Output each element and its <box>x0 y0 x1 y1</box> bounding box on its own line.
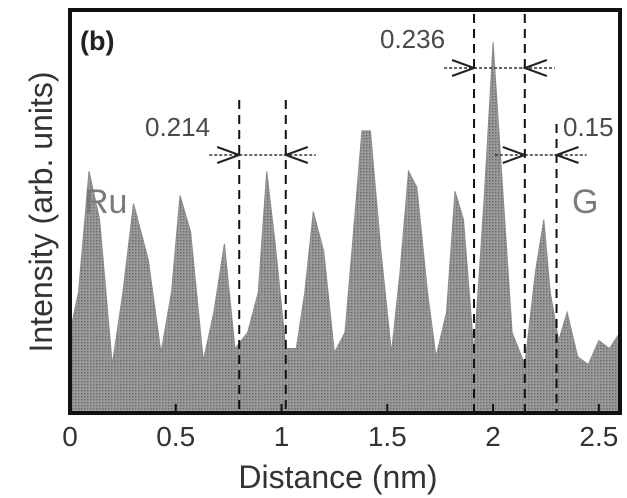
x-axis-ticks: 0 0.5 1 1.5 2 2.5 <box>62 404 618 452</box>
marker-arrowhead-right <box>553 146 579 164</box>
plot-frame <box>68 8 622 415</box>
x-tick-label: 1 <box>274 421 290 452</box>
marker-arrowhead-right <box>521 59 548 77</box>
x-tick-label: 1.5 <box>368 421 407 452</box>
y-axis-label: Intensity (arb. units) <box>23 72 59 353</box>
distance-marker-lines <box>209 14 587 411</box>
marker-label-015: 0.15 <box>563 112 614 142</box>
marker-arrowhead-right <box>282 146 309 164</box>
x-tick-label: 2.5 <box>579 421 618 452</box>
intensity-area-series <box>69 42 621 414</box>
x-tick-label: 2 <box>485 421 501 452</box>
region-label-ru: Ru <box>84 183 127 221</box>
x-axis-label: Distance (nm) <box>238 459 437 495</box>
x-tick-label: 0 <box>62 421 78 452</box>
marker-arrowhead-left <box>502 146 528 164</box>
marker-label-0236: 0.236 <box>380 24 445 54</box>
panel-label: (b) <box>80 26 114 56</box>
marker-label-0214: 0.214 <box>145 112 210 142</box>
marker-arrowhead-left <box>451 59 477 77</box>
intensity-area <box>69 42 621 414</box>
region-label-g: G <box>572 183 598 221</box>
marker-arrowhead-left <box>216 146 243 164</box>
x-tick-label: 0.5 <box>156 421 195 452</box>
